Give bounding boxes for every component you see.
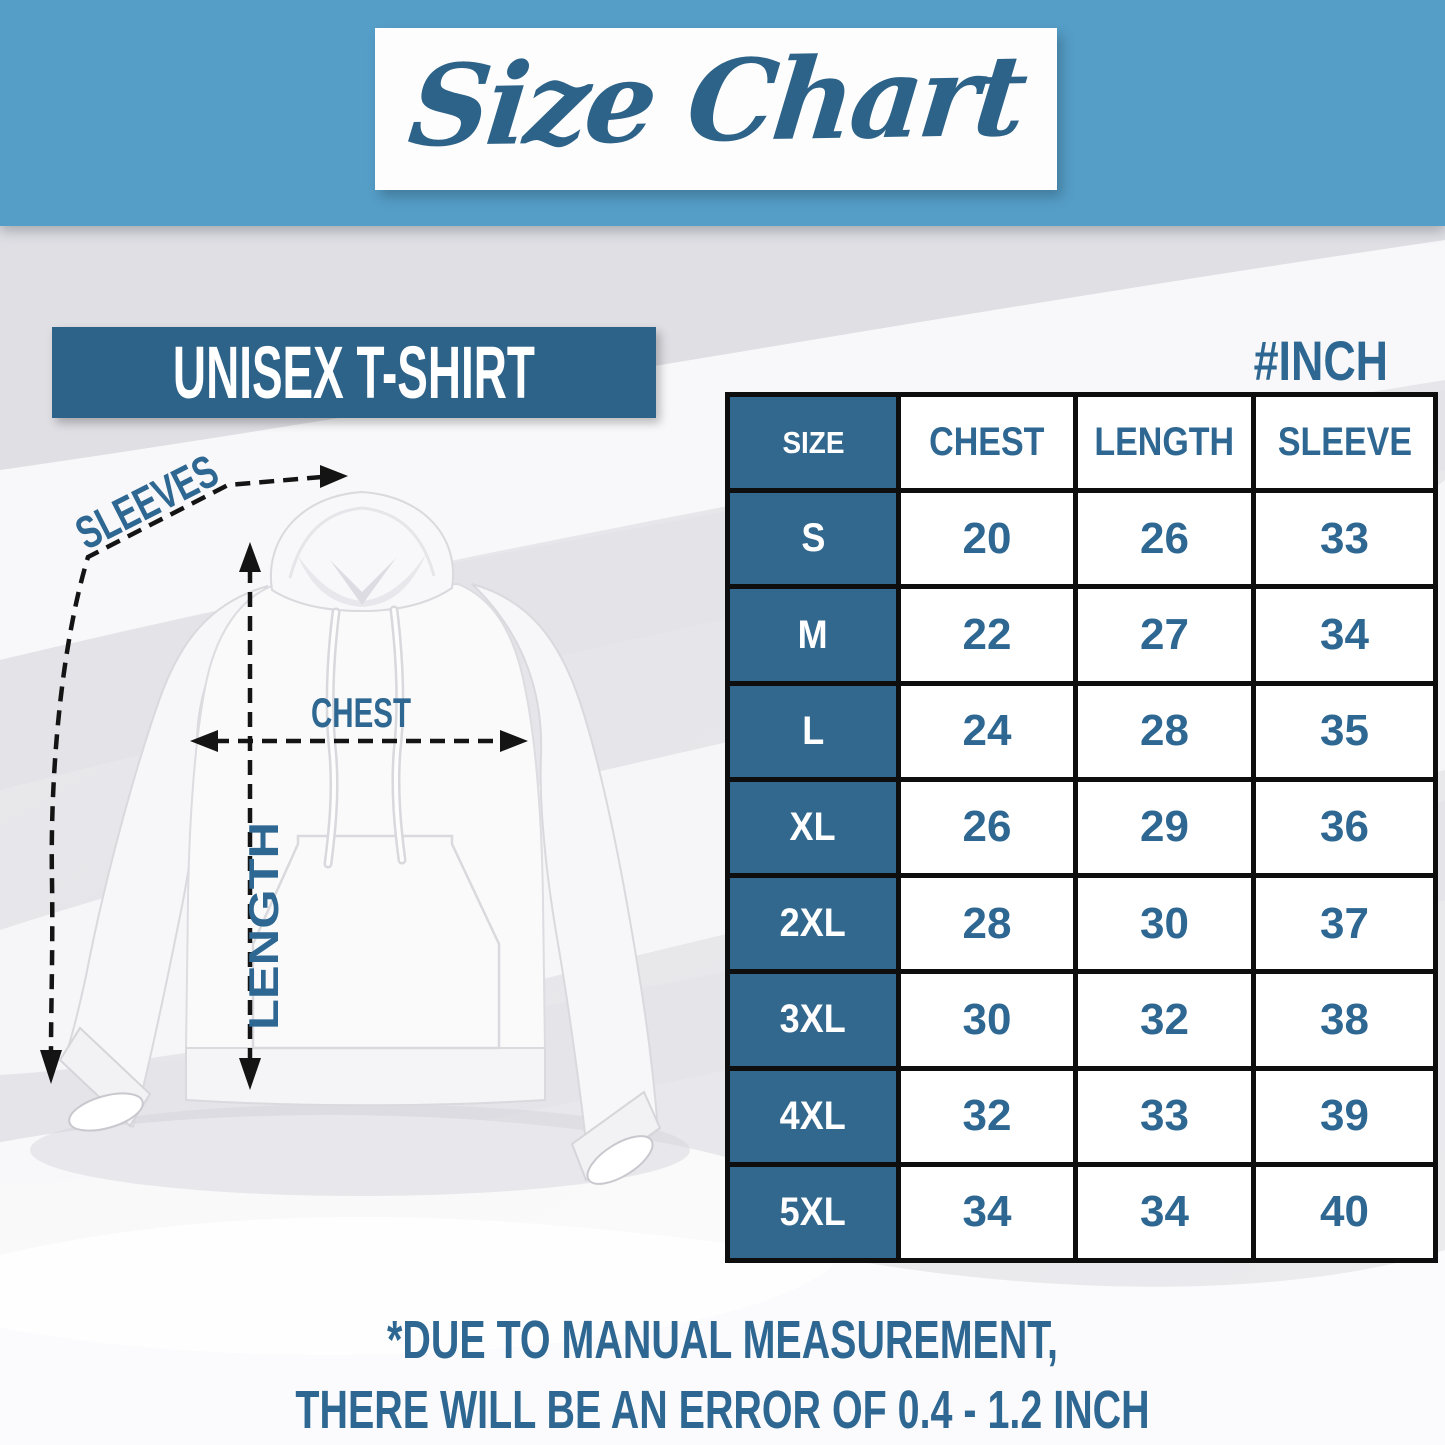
sleeve-value: 39 (1256, 1070, 1433, 1162)
sleeve-value: 35 (1256, 685, 1433, 777)
header-band: Size Chart (0, 0, 1445, 226)
length-value: 32 (1078, 974, 1251, 1066)
chest-value: 24 (901, 685, 1073, 777)
chest-value: 26 (901, 781, 1073, 874)
size-table: SIZE CHEST LENGTH SLEEVE S 20 26 33 M 22… (725, 392, 1438, 1263)
measurement-disclaimer: *DUE TO MANUAL MEASUREMENT, THERE WILL B… (0, 1305, 1445, 1445)
sleeves-label: SLEEVES (67, 444, 226, 559)
hoodie-illustration: SLEEVES CHEST LENGTH (30, 444, 690, 1196)
hood-vneck (330, 558, 396, 605)
size-row-label: 3XL (730, 974, 896, 1066)
size-row-label: L (730, 685, 896, 777)
page-title: Size Chart (403, 30, 1030, 173)
title-box: Size Chart (375, 28, 1057, 190)
table-header-size: SIZE (730, 397, 896, 489)
sleeve-value: 36 (1256, 781, 1433, 874)
chest-label: CHEST (311, 689, 411, 736)
length-value: 28 (1078, 685, 1251, 777)
length-value: 27 (1078, 589, 1251, 681)
length-measure-arrow (239, 542, 261, 1090)
product-label: UNISEX T-SHIRT (173, 331, 535, 414)
right-cuff-opening (586, 1135, 654, 1185)
length-value: 30 (1078, 878, 1251, 970)
kangaroo-pocket (251, 834, 501, 1050)
ground-shadow (30, 1104, 690, 1196)
table-header-chest: CHEST (901, 397, 1073, 489)
length-value: 26 (1078, 493, 1251, 585)
sleeve-value: 38 (1256, 974, 1433, 1066)
disclaimer-line-1: *DUE TO MANUAL MEASUREMENT, (387, 1310, 1058, 1370)
sleeve-value: 37 (1256, 878, 1433, 970)
hood-seam (361, 506, 436, 577)
sleeve-value: 40 (1256, 1166, 1433, 1258)
size-row-label: S (730, 493, 896, 585)
chest-value: 28 (901, 878, 1073, 970)
length-value: 29 (1078, 781, 1251, 874)
left-cuff-opening (68, 1092, 144, 1132)
disclaimer-line-2: THERE WILL BE AN ERROR OF 0.4 - 1.2 INCH (295, 1380, 1150, 1440)
chest-value: 22 (901, 589, 1073, 681)
drawstring-left-highlight (326, 610, 338, 866)
size-row-label: M (730, 589, 896, 681)
sleeves-measure-arrow (40, 465, 348, 1084)
length-value: 34 (1078, 1166, 1251, 1258)
size-row-label: XL (730, 781, 896, 874)
hood-opening (298, 554, 426, 607)
hem-band (185, 1047, 546, 1107)
drawstring-right-highlight (392, 608, 404, 862)
chest-value: 20 (901, 493, 1073, 585)
length-value: 33 (1078, 1070, 1251, 1162)
hood-seam (288, 506, 363, 579)
size-row-label: 4XL (730, 1070, 896, 1162)
table-header-length: LENGTH (1078, 397, 1251, 489)
sleeve-value: 33 (1256, 493, 1433, 585)
chest-value: 32 (901, 1070, 1073, 1162)
size-row-label: 5XL (730, 1166, 896, 1258)
chest-measure-arrow (190, 730, 528, 752)
sleeve-value: 34 (1256, 589, 1433, 681)
chest-value: 34 (901, 1166, 1073, 1258)
length-label: LENGTH (240, 822, 287, 1030)
size-row-label: 2XL (730, 878, 896, 970)
product-label-box: UNISEX T-SHIRT (52, 327, 656, 418)
chest-value: 30 (901, 974, 1073, 1066)
unit-label: #INCH (1253, 329, 1388, 392)
table-header-sleeve: SLEEVE (1256, 397, 1433, 489)
